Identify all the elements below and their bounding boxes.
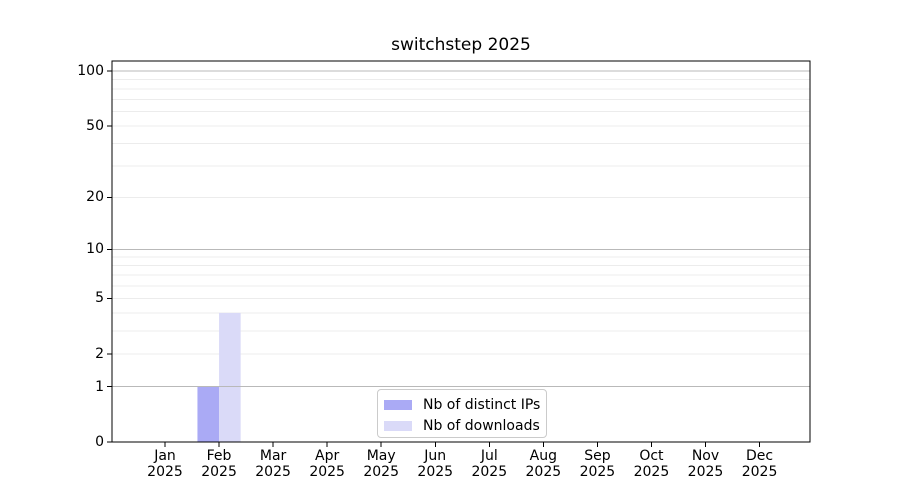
chart-title: switchstep 2025 [391,35,531,55]
x-tick-label-line: 2025 [147,464,183,480]
x-tick-label-line: Aug [529,448,558,464]
x-tick-label: Oct 2025 [634,448,670,480]
legend-entry: Nb of distinct IPs [384,394,546,415]
x-tick-label-line: 2025 [363,464,400,480]
legend: Nb of distinct IPs Nb of downloads [377,389,547,438]
x-tick-label-line: Dec [745,448,774,464]
bar-downloads [219,312,241,442]
x-tick-label-line: 2025 [417,464,454,480]
bar-distinct-ips [197,386,220,442]
y-tick-label: 10 [86,241,104,258]
x-tick-label-line: 2025 [633,464,670,480]
x-tick-label-line: Oct [639,448,664,464]
x-tick-label: Dec 2025 [742,448,778,480]
y-tick-label: 1 [95,378,104,395]
x-tick-label: May 2025 [363,448,399,480]
y-tick-label: 20 [86,189,104,206]
x-tick-label: Jan 2025 [147,448,183,480]
plot-spines [111,60,811,443]
x-tick-label-line: 2025 [741,464,778,480]
x-tick-label-line: 2025 [579,464,616,480]
x-tick-label: Jun 2025 [417,448,453,480]
x-tick-label: Sep 2025 [580,448,616,480]
x-tick-label: Aug 2025 [526,448,562,480]
legend-label: Nb of downloads [423,417,540,434]
x-tick-label: Mar 2025 [255,448,291,480]
x-tick-label-line: 2025 [255,464,291,480]
legend-swatch-icon [384,399,412,410]
x-tick-label: Jul 2025 [471,448,507,480]
x-tick-label: Apr 2025 [309,448,345,480]
x-tick-label: Feb 2025 [201,448,237,480]
x-tick-label-line: 2025 [201,464,237,480]
x-tick-label-line: Feb [206,448,232,464]
y-tick-label: 5 [95,290,104,307]
x-tick-label-line: Jan [154,448,176,464]
legend-label: Nb of distinct IPs [423,396,541,413]
y-tick-label: 0 [95,434,104,450]
x-tick-label-line: Sep [584,448,611,464]
x-tick-label-line: 2025 [471,464,508,480]
x-tick-label-line: May [366,448,396,464]
y-tick-label: 2 [95,346,104,363]
y-tick-label: 50 [86,118,104,134]
x-tick-label-line: 2025 [525,464,562,480]
x-tick-label-line: Apr [315,448,340,464]
legend-entry: Nb of downloads [384,415,546,436]
y-tick-label: 100 [77,63,104,79]
x-tick-label-line: Jun [424,448,447,464]
x-tick-label: Nov 2025 [688,448,724,480]
x-tick-label-line: Mar [259,448,287,464]
x-tick-label-line: Nov [691,448,720,464]
x-tick-label-line: 2025 [309,464,345,480]
x-tick-label-line: Jul [480,448,498,464]
legend-swatch-icon [384,420,412,431]
x-tick-label-line: 2025 [687,464,724,480]
